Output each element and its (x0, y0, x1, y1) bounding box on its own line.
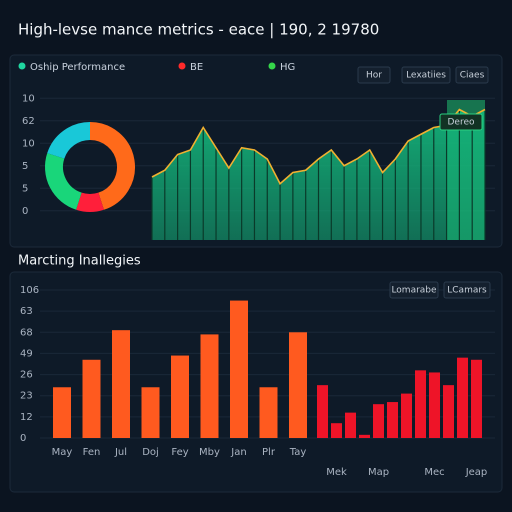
legend-dot (18, 62, 26, 70)
bar (429, 372, 440, 438)
y-tick-label: 12 (20, 412, 33, 423)
bar (317, 385, 328, 438)
y-tick-label: 5 (22, 161, 28, 172)
bar (373, 404, 384, 438)
bar (443, 385, 454, 438)
y-tick-label: 68 (20, 327, 33, 338)
bar (387, 402, 398, 438)
button-label[interactable]: LCamars (447, 286, 487, 296)
y-tick-label: 62 (22, 116, 35, 127)
button[interactable] (389, 281, 439, 299)
x-tick-label: Jan (230, 447, 246, 458)
y-tick-label: 10 (22, 93, 35, 104)
bar (401, 393, 412, 438)
bar (345, 412, 356, 438)
bar (171, 355, 189, 438)
button-label[interactable]: Lexatiies (406, 71, 446, 81)
y-tick-label: 10 (22, 138, 35, 149)
annotation-box (439, 113, 483, 131)
bar (230, 300, 248, 438)
donut-segment (76, 192, 104, 212)
x-tick-label: Doj (142, 447, 159, 458)
button[interactable] (455, 66, 489, 84)
button[interactable] (443, 281, 491, 299)
y-tick-label: 106 (20, 285, 39, 296)
button[interactable] (357, 66, 391, 84)
bar (415, 370, 426, 438)
x-tick-label: Mec (424, 467, 444, 478)
bar (457, 357, 468, 438)
bar (53, 387, 71, 438)
x-tick-label: Plr (262, 447, 276, 458)
bar (289, 332, 307, 438)
x-tick-label: Fen (83, 447, 101, 458)
bar (331, 423, 342, 438)
legend-label: HG (280, 62, 295, 73)
bar (82, 359, 101, 438)
bar (112, 330, 130, 438)
bar (200, 334, 219, 438)
y-tick-label: 49 (20, 348, 33, 359)
page-title: High-levse mance metrics - eace | 190, 2… (18, 21, 379, 39)
legend-label: Oship Performance (30, 62, 125, 73)
line (151, 108, 486, 186)
x-tick-label: Jeap (465, 467, 488, 478)
bar (471, 359, 482, 438)
y-tick-label: 26 (20, 370, 33, 381)
x-tick-label: Fey (171, 447, 188, 458)
bar (141, 387, 160, 438)
button[interactable] (401, 66, 451, 84)
y-tick-label: 5 (22, 183, 28, 194)
donut-segment (47, 122, 91, 160)
y-tick-label: 23 (20, 391, 33, 402)
x-tick-label: Mek (326, 467, 347, 478)
x-tick-label: Mby (199, 447, 220, 458)
donut-segment (45, 153, 83, 210)
y-tick-label: 63 (20, 306, 33, 317)
donut-segment (89, 122, 135, 210)
bar (259, 387, 278, 438)
section-title: Marcting Inallegies (18, 254, 141, 269)
y-tick-label: 0 (20, 433, 26, 444)
y-tick-label: 0 (22, 206, 28, 217)
button-label[interactable]: Hor (366, 71, 382, 81)
button-label[interactable]: Ciaes (460, 71, 485, 81)
legend-dot (178, 62, 186, 70)
annotation: Dereo (447, 118, 475, 128)
button-label[interactable]: Lomarabe (391, 286, 437, 296)
legend-dot (268, 62, 276, 70)
bar (359, 434, 370, 438)
legend-label: BE (190, 62, 203, 73)
x-tick-label: May (52, 447, 73, 458)
x-tick-label: Map (368, 467, 389, 478)
x-tick-label: Jul (114, 447, 127, 458)
x-tick-label: Tay (289, 447, 307, 458)
